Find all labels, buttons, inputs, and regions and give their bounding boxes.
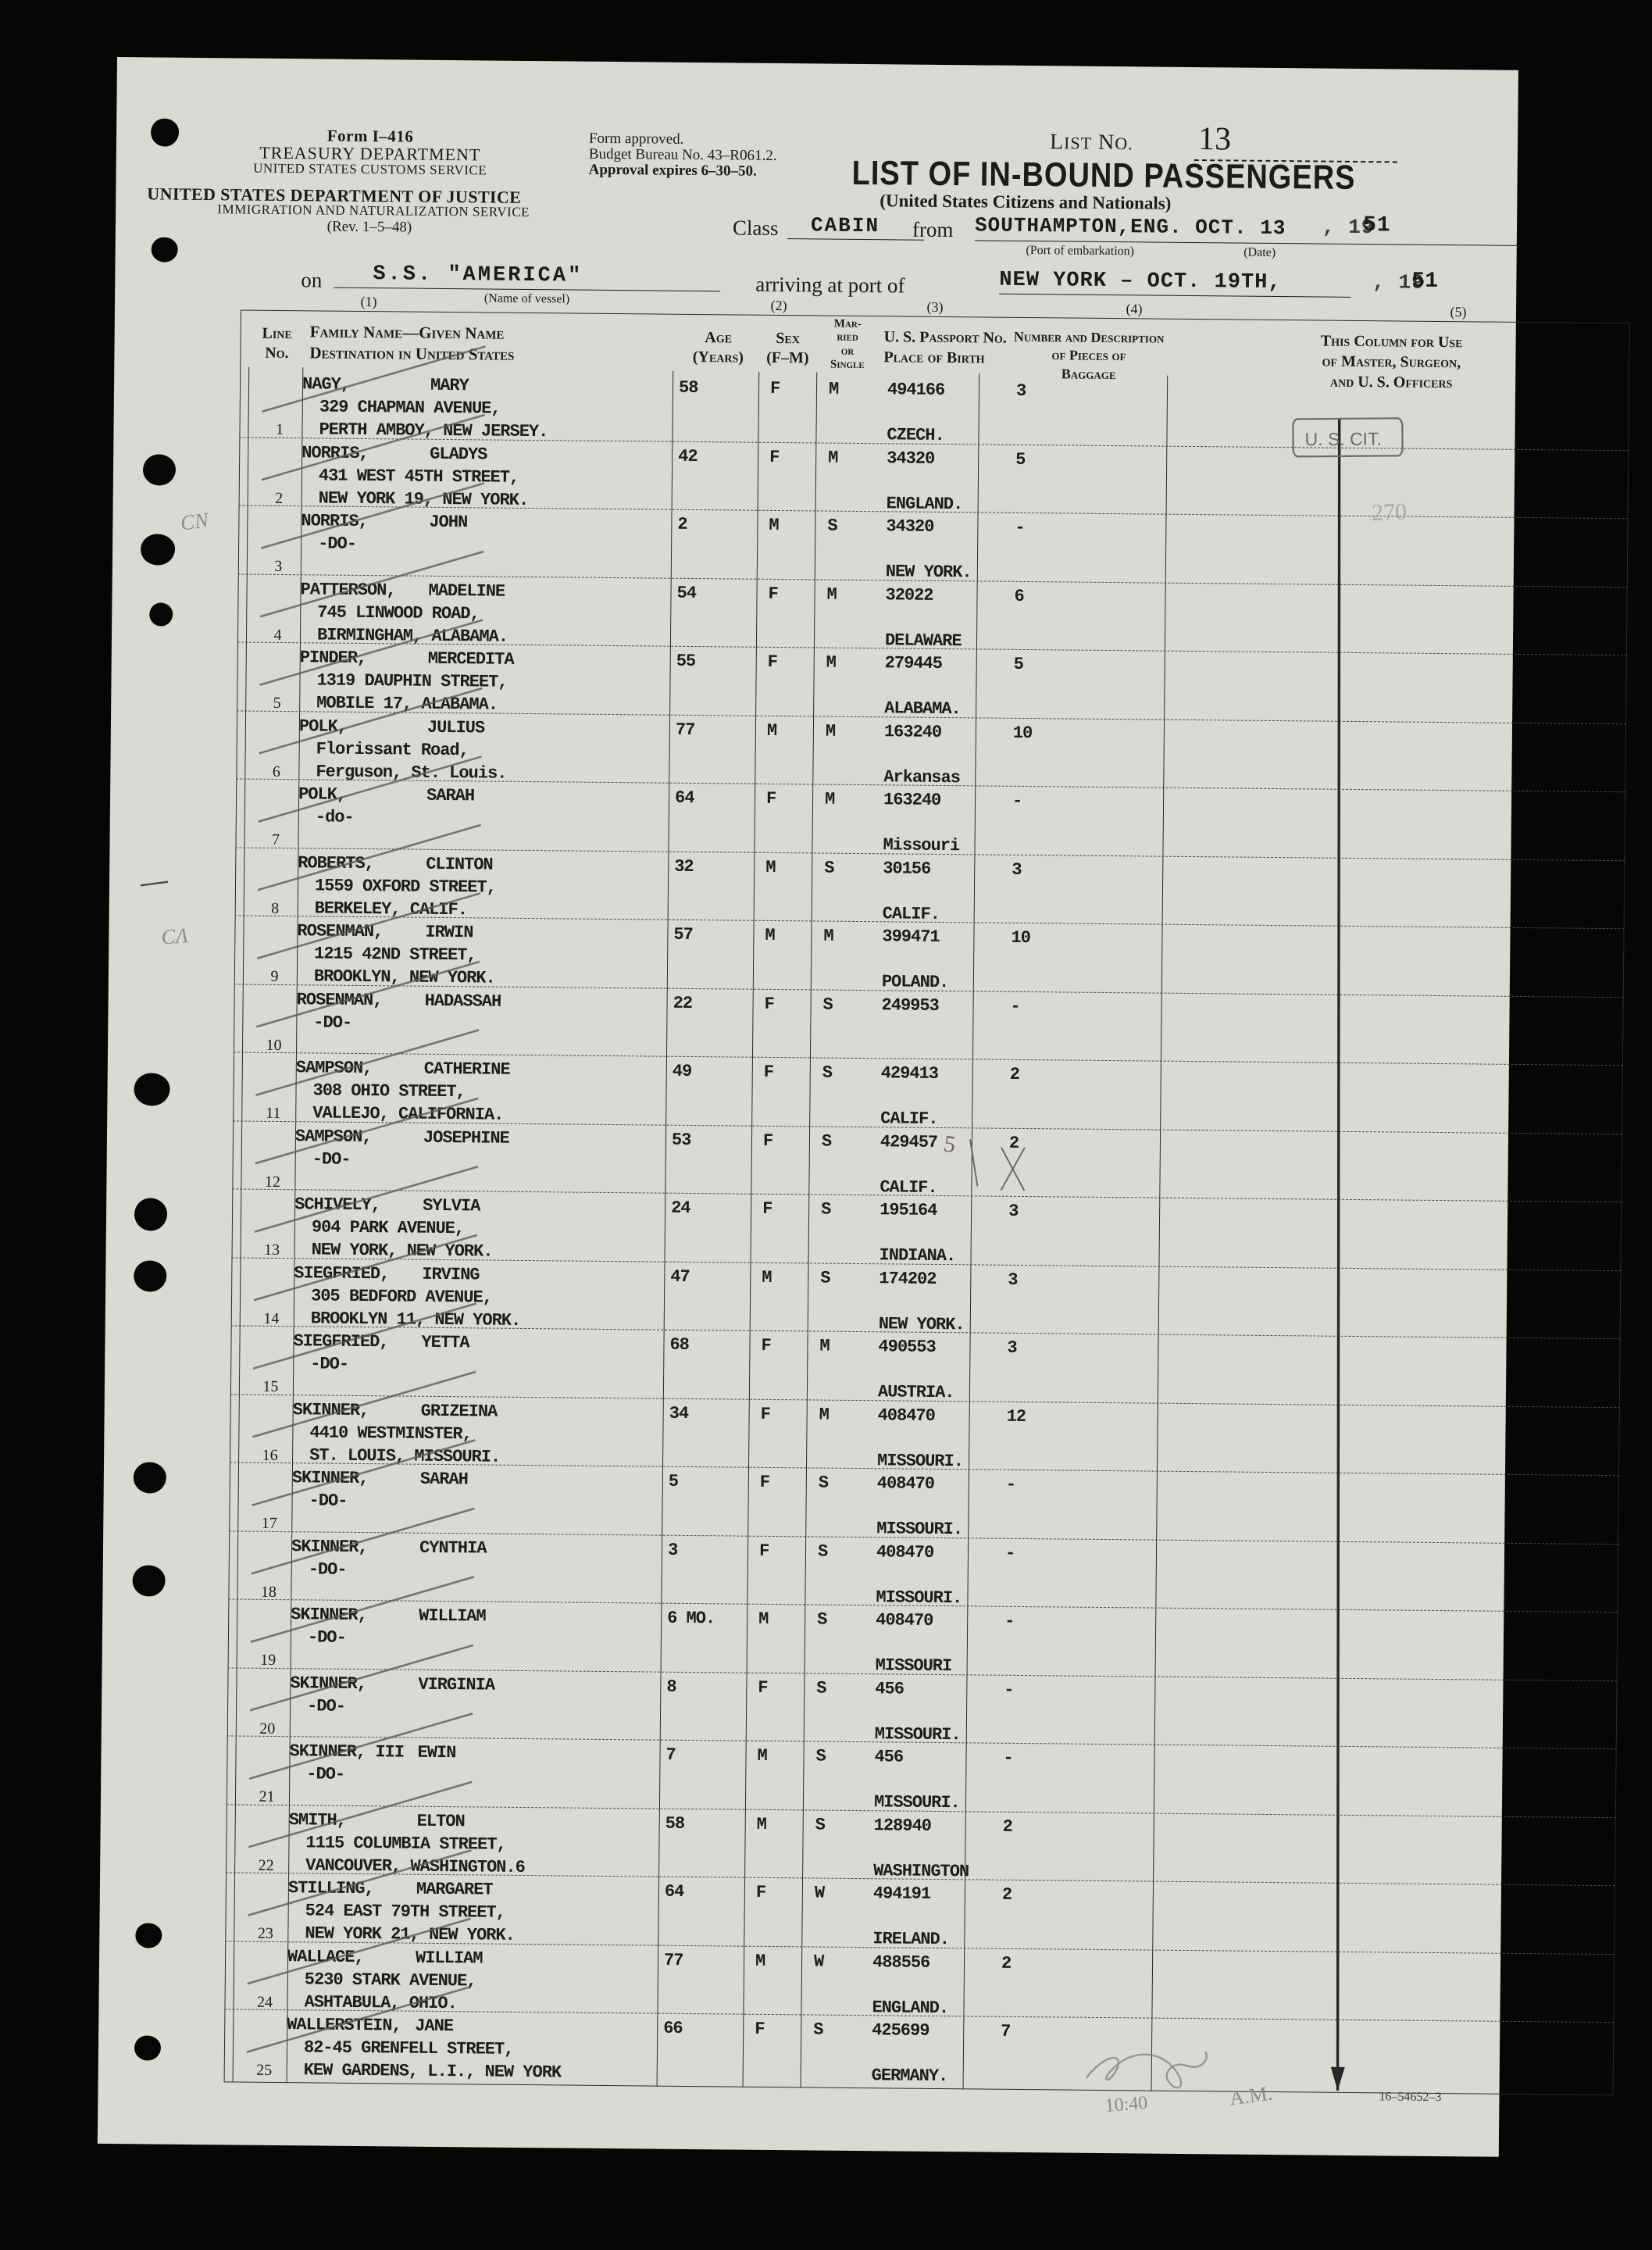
svg-text:10:40: 10:40 (1104, 2093, 1149, 2116)
